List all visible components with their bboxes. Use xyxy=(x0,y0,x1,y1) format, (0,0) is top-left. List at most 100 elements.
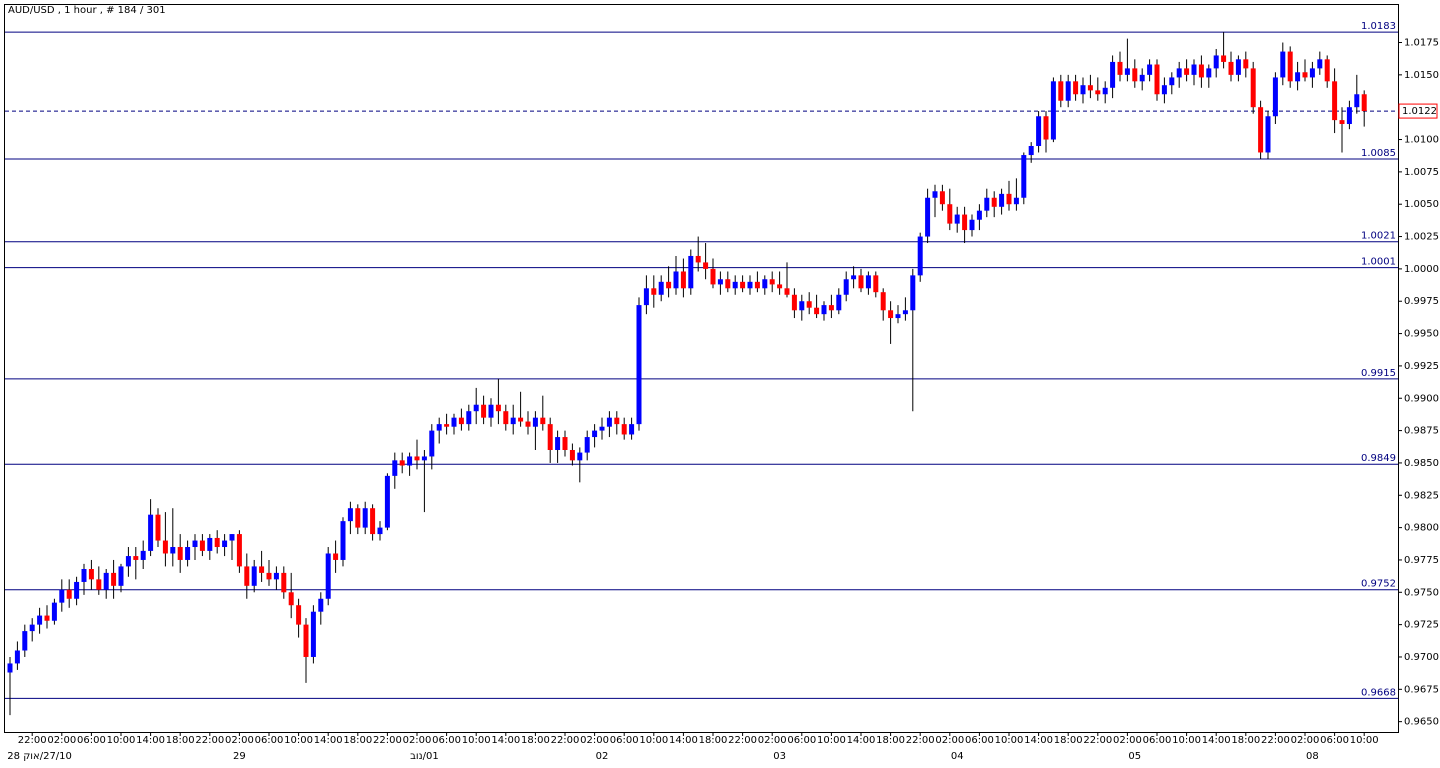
candle-body xyxy=(1302,72,1308,78)
candle-body xyxy=(51,602,57,621)
x-tick-label: 02:00 xyxy=(225,735,254,746)
y-tick-label: 0.9925 xyxy=(1404,361,1439,372)
x-tick-label: 14:00 xyxy=(847,735,876,746)
candle-body xyxy=(244,566,250,586)
candle-body xyxy=(325,553,331,599)
x-tick-label: 22:00 xyxy=(906,735,935,746)
candle-body xyxy=(680,271,686,289)
candle-body xyxy=(199,540,205,551)
candle-body xyxy=(962,214,968,231)
candle-body xyxy=(29,624,35,632)
x-tick-label: 06:00 xyxy=(1320,735,1349,746)
candle-body xyxy=(954,214,960,224)
candle-body xyxy=(858,275,864,289)
candle-body xyxy=(725,279,731,289)
candle-body xyxy=(688,255,694,289)
candle-body xyxy=(806,301,812,308)
level-label: 0.9668 xyxy=(1361,687,1396,698)
candle-body xyxy=(1132,68,1138,82)
x-tick-label: 10:00 xyxy=(107,735,136,746)
candle-body xyxy=(584,437,590,453)
candle-body xyxy=(1332,81,1338,121)
candle-body xyxy=(703,262,709,269)
x-tick-label: 06:00 xyxy=(787,735,816,746)
candle-body xyxy=(1191,64,1197,75)
candle-body xyxy=(1339,120,1345,125)
x-tick-label: 10:00 xyxy=(639,735,668,746)
x-tick-label: 02:00 xyxy=(403,735,432,746)
candle-body xyxy=(710,268,716,285)
candle-body xyxy=(74,581,80,599)
y-tick-label: 1.0075 xyxy=(1404,167,1439,178)
candle-body xyxy=(429,430,435,457)
candle-body xyxy=(695,255,701,263)
candle-body xyxy=(1228,61,1234,75)
candle-body xyxy=(1258,107,1264,153)
candle-body xyxy=(843,279,849,295)
x-tick-label: 22:00 xyxy=(1261,735,1290,746)
candle-body xyxy=(251,566,257,586)
y-tick-label: 0.9975 xyxy=(1404,296,1439,307)
candle-body xyxy=(1021,155,1027,198)
candle-body xyxy=(214,537,220,548)
y-tick-label: 1.0100 xyxy=(1404,135,1439,146)
candle-body xyxy=(259,566,265,573)
candle-body xyxy=(577,452,583,461)
candle-body xyxy=(532,417,538,427)
x-tick-label: 14:00 xyxy=(491,735,520,746)
y-tick-label: 0.9850 xyxy=(1404,458,1439,469)
y-tick-label: 1.0150 xyxy=(1404,70,1439,81)
candle-body xyxy=(495,404,501,412)
candle-body xyxy=(466,411,472,425)
candle-body xyxy=(1006,193,1012,205)
candle-body xyxy=(1013,197,1019,205)
candle-body xyxy=(1295,72,1301,82)
candle-body xyxy=(22,631,28,651)
current-price-box xyxy=(1398,103,1438,119)
x-tick-label: 22:00 xyxy=(18,735,47,746)
candle-body xyxy=(303,624,309,657)
x-tick-label: 02:00 xyxy=(47,735,76,746)
candle-body xyxy=(1073,81,1079,95)
candle-body xyxy=(747,281,753,289)
candle-body xyxy=(185,547,191,560)
candle-body xyxy=(347,508,353,522)
candle-body xyxy=(488,404,494,418)
x-tick-label: 10:00 xyxy=(1172,735,1201,746)
candle-body xyxy=(88,569,94,580)
candle-body xyxy=(370,508,376,535)
candle-body xyxy=(791,294,797,311)
candle-body xyxy=(1110,61,1116,88)
x-tick-label: 18:00 xyxy=(521,735,550,746)
candle-body xyxy=(1250,68,1256,108)
candle-body xyxy=(473,404,479,412)
candle-body xyxy=(503,411,509,425)
candle-body xyxy=(555,437,561,450)
date-label: 03 xyxy=(773,751,786,762)
candle-body xyxy=(902,310,908,315)
chart-title: AUD/USD , 1 hour , # 184 / 301 xyxy=(8,5,166,16)
candle-body xyxy=(569,449,575,461)
candle-body xyxy=(1354,94,1360,108)
candle-body xyxy=(207,537,213,551)
candle-body xyxy=(547,424,553,450)
level-label: 1.0183 xyxy=(1361,21,1396,32)
candle-body xyxy=(754,281,760,289)
candle-body xyxy=(1050,81,1056,140)
y-tick-label: 1.0000 xyxy=(1404,264,1439,275)
candle-body xyxy=(377,527,383,535)
candle-body xyxy=(281,572,287,593)
candle-body xyxy=(66,589,72,599)
candle-body xyxy=(510,417,516,425)
candle-body xyxy=(1147,64,1153,75)
candle-body xyxy=(540,417,546,425)
level-label: 1.0085 xyxy=(1361,148,1396,159)
candle-body xyxy=(1346,107,1352,125)
x-tick-label: 22:00 xyxy=(1083,735,1112,746)
y-tick-label: 1.0175 xyxy=(1404,38,1439,49)
candle-body xyxy=(14,650,20,664)
candle-body xyxy=(562,437,568,450)
candle-body xyxy=(414,456,420,461)
candle-body xyxy=(925,197,931,237)
candle-body xyxy=(177,547,183,560)
